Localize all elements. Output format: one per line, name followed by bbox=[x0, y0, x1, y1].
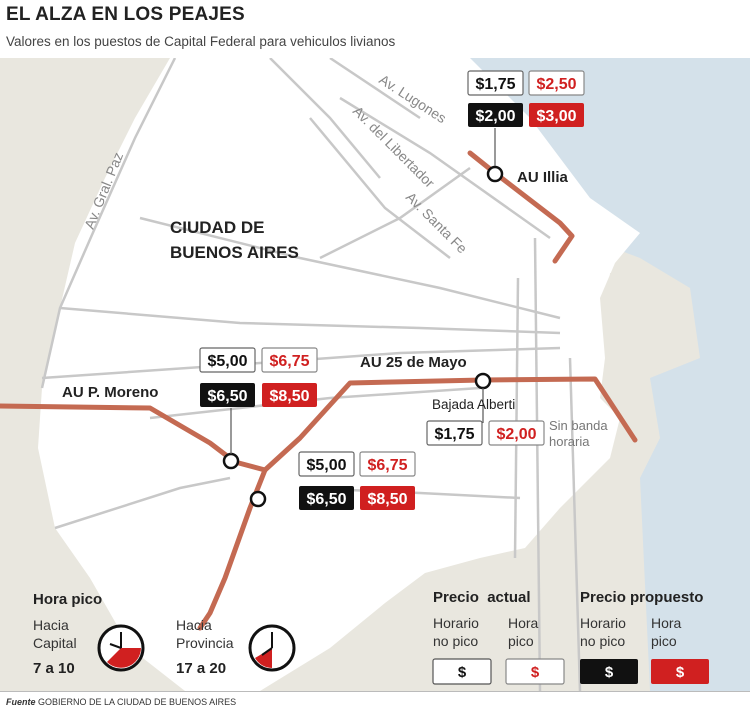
legend-no-pico-line2: no pico bbox=[433, 633, 478, 649]
alberti-note-line2: horaria bbox=[549, 434, 590, 449]
legend-pico-line1: Hora bbox=[508, 615, 539, 631]
price-text: $6,75 bbox=[367, 457, 407, 474]
toll-map: Av. Gral. Paz Av. Lugones Av. del Libert… bbox=[0, 58, 750, 691]
legend-swatch-actual-pico bbox=[505, 658, 565, 685]
peak-title: Hora pico bbox=[33, 591, 102, 608]
price-text: $6,75 bbox=[269, 353, 309, 370]
legend-no-pico-line1: Horario bbox=[433, 615, 479, 631]
alberti-note-line1: Sin banda bbox=[549, 418, 608, 433]
price-text: $6,50 bbox=[207, 388, 247, 405]
provincia-line2: Provincia bbox=[176, 635, 234, 651]
legend-swatch-actual-no-pico bbox=[432, 658, 492, 685]
toll-prices-moreno: $5,00 $6,75 $6,50 $8,50 bbox=[199, 347, 318, 407]
price-text: $8,50 bbox=[269, 388, 309, 405]
price-box-propuesto-no-pico bbox=[468, 103, 523, 127]
price-text: $2,00 bbox=[475, 108, 515, 125]
price-box-propuesto bbox=[488, 420, 545, 446]
highway-moreno bbox=[0, 403, 268, 473]
price-box-actual-pico bbox=[261, 347, 318, 373]
legend-actual-title: Precio actual bbox=[433, 589, 531, 606]
price-box-actual-no-pico bbox=[199, 347, 256, 373]
clock-provincia-icon bbox=[248, 624, 296, 672]
legend-pico-line1: Hora bbox=[651, 615, 682, 631]
provincia-hours: 17 a 20 bbox=[176, 660, 226, 677]
legend-symbol: $ bbox=[531, 664, 540, 681]
leader-lines bbox=[230, 128, 496, 454]
highway-label-mayo: AU 25 de Mayo bbox=[360, 354, 467, 371]
source-footer: Fuente GOBIERNO DE LA CIUDAD DE BUENOS A… bbox=[6, 697, 236, 707]
source-text: GOBIERNO DE LA CIUDAD DE BUENOS AIRES bbox=[38, 697, 237, 707]
price-box-actual-pico bbox=[359, 451, 416, 477]
toll-marker-moreno bbox=[222, 452, 240, 470]
price-box-propuesto-no-pico bbox=[200, 383, 255, 407]
toll-prices-mayo: $5,00 $6,75 $6,50 $8,50 bbox=[298, 451, 416, 510]
legend-symbol: $ bbox=[458, 664, 467, 681]
source-label: Fuente bbox=[6, 697, 36, 707]
highway-label-alberti: Bajada Alberti bbox=[432, 397, 515, 412]
legend-swatch-propuesto-pico bbox=[651, 659, 709, 684]
legend-pico-line2: pico bbox=[508, 633, 534, 649]
chart-title: EL ALZA EN LOS PEAJES bbox=[6, 4, 245, 25]
price-text: $2,00 bbox=[496, 426, 536, 443]
price-box-actual-pico bbox=[528, 70, 585, 96]
provincia-line1: Hacia bbox=[176, 617, 212, 633]
clock-capital-icon bbox=[97, 624, 145, 672]
price-text: $2,50 bbox=[536, 76, 576, 93]
price-box-propuesto-pico bbox=[262, 383, 317, 407]
capital-line1: Hacia bbox=[33, 617, 69, 633]
toll-marker-alberti bbox=[474, 372, 492, 390]
toll-prices-alberti: $1,75 $2,00 Sin banda horaria bbox=[426, 418, 608, 449]
highway-illia bbox=[467, 150, 575, 264]
price-box-propuesto-no-pico bbox=[299, 486, 354, 510]
street-grid bbox=[40, 58, 582, 691]
highway-label-illia: AU Illia bbox=[517, 169, 569, 186]
highway-label-moreno: AU P. Moreno bbox=[62, 384, 158, 401]
legend-no-pico-line1: Horario bbox=[580, 615, 626, 631]
footer-rule bbox=[0, 691, 750, 692]
legend-symbol: $ bbox=[605, 664, 614, 681]
capital-hours: 7 a 10 bbox=[33, 660, 75, 677]
river-water bbox=[435, 58, 750, 691]
peak-hours: Hora pico Hacia Capital 7 a 10 Hacia Pro… bbox=[33, 591, 296, 677]
costanera-land bbox=[605, 273, 680, 388]
toll-marker-mayo bbox=[249, 490, 267, 508]
toll-prices-illia: $1,75 $2,50 $2,00 $3,00 bbox=[467, 70, 585, 127]
price-text: $3,00 bbox=[536, 108, 576, 125]
price-box-actual-no-pico bbox=[298, 451, 355, 477]
legend-propuesto-title: Precio propuesto bbox=[580, 589, 703, 606]
capital-line2: Capital bbox=[33, 635, 77, 651]
city-label-line1: CIUDAD DE bbox=[170, 218, 264, 237]
price-box-actual bbox=[426, 420, 483, 446]
price-text: $1,75 bbox=[434, 426, 474, 443]
price-box-propuesto-pico bbox=[529, 103, 584, 127]
legend-swatch-propuesto-no-pico bbox=[580, 659, 638, 684]
price-text: $1,75 bbox=[475, 76, 515, 93]
price-text: $8,50 bbox=[367, 491, 407, 508]
city-area bbox=[38, 58, 640, 691]
price-text: $6,50 bbox=[306, 491, 346, 508]
legend-pico-line2: pico bbox=[651, 633, 677, 649]
highway-mayo bbox=[262, 376, 638, 473]
price-text: $5,00 bbox=[207, 353, 247, 370]
chart-subtitle: Valores en los puestos de Capital Federa… bbox=[6, 34, 396, 49]
toll-marker-illia bbox=[486, 165, 504, 183]
price-text: $5,00 bbox=[306, 457, 346, 474]
price-legend: Precio actual Precio propuesto Horario n… bbox=[432, 589, 709, 685]
city-label-line2: BUENOS AIRES bbox=[170, 243, 299, 262]
legend-no-pico-line2: no pico bbox=[580, 633, 625, 649]
legend-symbol: $ bbox=[676, 664, 685, 681]
price-box-actual-no-pico bbox=[467, 70, 524, 96]
price-box-propuesto-pico bbox=[360, 486, 415, 510]
